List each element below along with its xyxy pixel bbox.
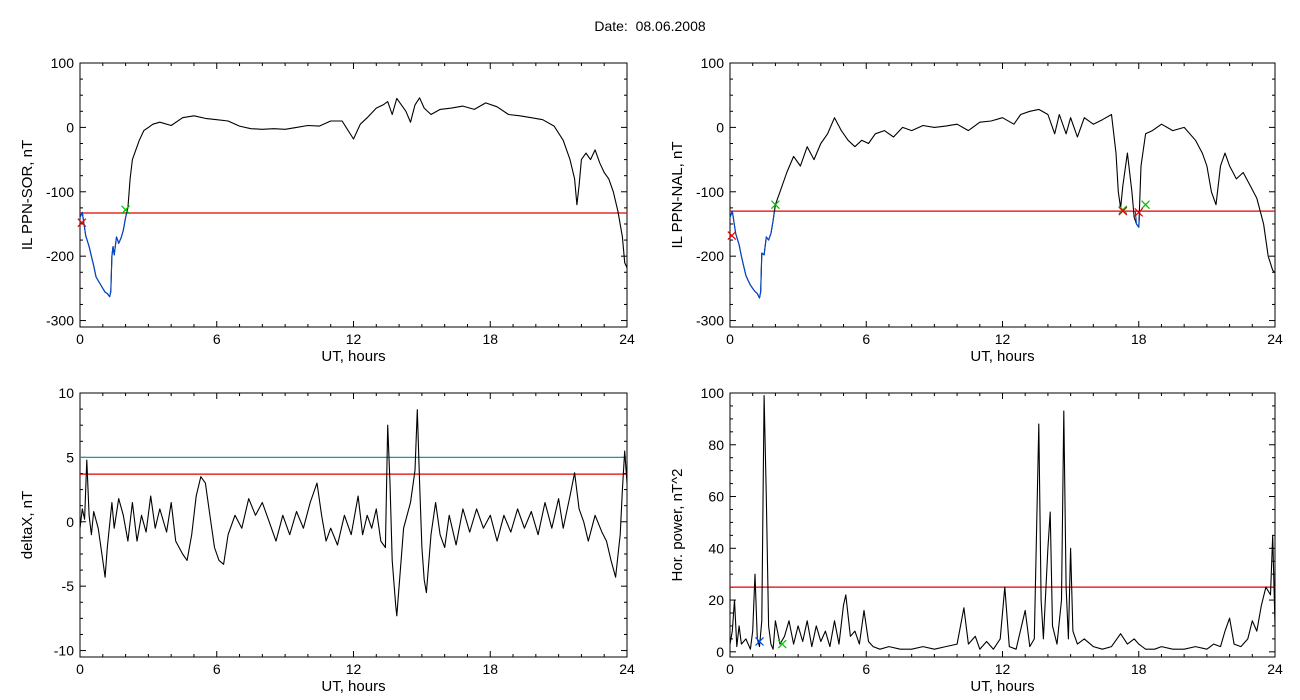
y-tick-label: 10 xyxy=(58,385,74,401)
x-tick-label: 6 xyxy=(862,661,870,677)
series-line xyxy=(79,97,628,298)
x-tick-label: 0 xyxy=(76,661,84,677)
y-tick-label: -100 xyxy=(46,184,74,200)
cross-marker xyxy=(1134,207,1144,217)
chart-panel: 0 6 12 18 24 0 20 40 60 80 100 UT, hours Hor. power,… xyxy=(669,385,1283,695)
x-tick-label: 0 xyxy=(726,661,734,677)
x-tick-label: 18 xyxy=(482,331,498,347)
cross-marker xyxy=(1118,205,1128,215)
x-tick-label: 24 xyxy=(619,331,635,347)
y-tick-label: -200 xyxy=(46,248,74,264)
y-tick-label: 100 xyxy=(51,55,75,71)
series-line xyxy=(729,395,1276,650)
x-tick-label: 6 xyxy=(862,331,870,347)
y-tick-label: 0 xyxy=(716,119,724,135)
series-line xyxy=(729,210,775,299)
y-tick-label: 5 xyxy=(66,449,74,465)
x-tick-label: 0 xyxy=(726,331,734,347)
y-tick-label: -200 xyxy=(696,248,724,264)
cross-marker xyxy=(777,639,787,649)
plot-frame xyxy=(79,62,628,328)
y-tick-label: 0 xyxy=(716,644,724,660)
x-tick-label: 24 xyxy=(1267,661,1283,677)
y-tick-label: 60 xyxy=(708,489,724,505)
series-line xyxy=(79,409,628,617)
x-tick-label: 24 xyxy=(1267,331,1283,347)
y-tick-label: 100 xyxy=(701,385,725,401)
y-tick-label: 100 xyxy=(701,55,725,71)
plot-frame xyxy=(729,62,1276,328)
x-axis-label: UT, hours xyxy=(970,678,1034,695)
x-tick-label: 24 xyxy=(619,661,635,677)
cross-marker xyxy=(727,231,737,240)
plot-frame xyxy=(79,392,628,658)
y-axis-label: Hor. power, nT^2 xyxy=(669,469,686,582)
series-line xyxy=(79,211,128,298)
chart-panel: 0 6 12 18 24 -300 -200 -100 0 100 UT, hours IL PPN-… xyxy=(669,55,1283,365)
page-title: Date: 08.06.2008 xyxy=(594,18,706,34)
y-tick-label: 0 xyxy=(66,514,74,530)
x-tick-label: 6 xyxy=(213,331,221,347)
cross-marker xyxy=(770,200,780,210)
cross-marker xyxy=(121,205,131,215)
y-tick-label: -100 xyxy=(696,184,724,200)
x-tick-label: 12 xyxy=(346,661,362,677)
chart-panel: 0 6 12 18 24 -10 -5 0 5 10 UT, hours deltaX, nT xyxy=(19,385,635,695)
cross-marker xyxy=(77,218,87,228)
y-tick-label: -10 xyxy=(54,643,74,659)
cross-marker xyxy=(1118,206,1128,216)
series-line xyxy=(1134,211,1141,228)
x-tick-label: 18 xyxy=(1131,661,1147,677)
x-tick-label: 6 xyxy=(213,661,221,677)
y-tick-label: -300 xyxy=(696,313,724,329)
y-axis-label: IL PPN-SOR, nT xyxy=(19,140,36,250)
y-tick-label: -5 xyxy=(62,578,75,594)
y-tick-label: 0 xyxy=(66,119,74,135)
x-tick-label: 12 xyxy=(995,331,1011,347)
series-line xyxy=(729,108,1276,299)
y-tick-label: 40 xyxy=(708,540,724,556)
x-tick-label: 12 xyxy=(995,661,1011,677)
chart-panel: 0 6 12 18 24 -300 -200 -100 0 100 UT, hours IL PPN-… xyxy=(19,55,635,365)
x-tick-label: 18 xyxy=(1131,331,1147,347)
x-axis-label: UT, hours xyxy=(321,348,385,365)
y-tick-label: 20 xyxy=(708,592,724,608)
x-tick-label: 12 xyxy=(346,331,362,347)
x-axis-label: UT, hours xyxy=(321,678,385,695)
cross-marker xyxy=(1141,200,1150,210)
y-axis-label: IL PPN-NAL, nT xyxy=(669,142,686,249)
x-tick-label: 18 xyxy=(482,661,498,677)
x-axis-label: UT, hours xyxy=(970,348,1034,365)
y-axis-label: deltaX, nT xyxy=(19,491,36,559)
cross-marker xyxy=(755,637,764,646)
y-tick-label: 80 xyxy=(708,437,724,453)
y-tick-label: -300 xyxy=(46,313,74,329)
x-tick-label: 0 xyxy=(76,331,84,347)
